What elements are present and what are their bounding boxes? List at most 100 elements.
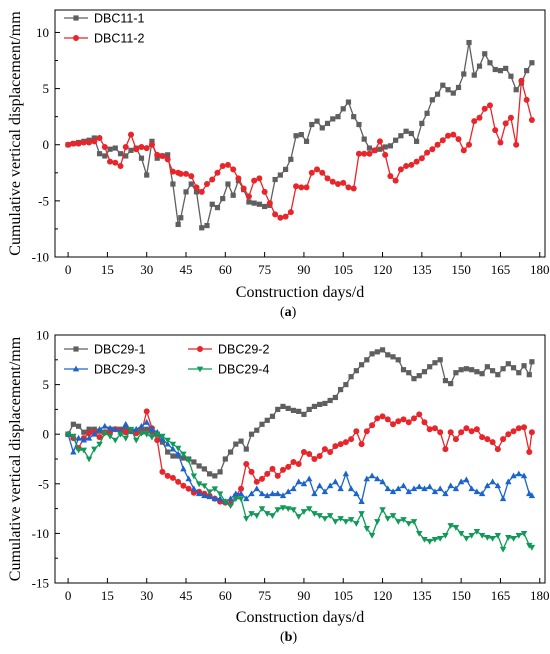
- data-point: [392, 177, 399, 184]
- x-tick-label: 45: [180, 262, 193, 277]
- data-point: [410, 415, 417, 422]
- plot-frame: [54, 9, 546, 258]
- data-point: [206, 471, 213, 477]
- data-point: [222, 456, 228, 462]
- panel-label: (b): [280, 630, 297, 645]
- data-point: [337, 441, 344, 448]
- data-point: [421, 536, 428, 543]
- data-point: [395, 418, 402, 425]
- data-point: [447, 429, 454, 436]
- data-point: [64, 431, 72, 438]
- data-point: [439, 137, 446, 144]
- data-point: [326, 513, 334, 519]
- data-point: [193, 184, 200, 191]
- x-tick-label: 15: [101, 262, 114, 277]
- data-point: [489, 535, 496, 542]
- data-point: [329, 178, 336, 185]
- y-tick-label: -15: [32, 576, 49, 591]
- data-point: [330, 116, 336, 122]
- data-point: [332, 478, 339, 485]
- data-point: [196, 463, 202, 469]
- data-point: [319, 125, 325, 131]
- data-point: [75, 447, 82, 454]
- data-point: [321, 446, 328, 453]
- data-point: [256, 201, 262, 207]
- data-point: [80, 447, 88, 454]
- data-point: [442, 378, 449, 384]
- data-point: [246, 199, 252, 205]
- data-point: [366, 145, 373, 151]
- data-point: [175, 221, 181, 228]
- data-point: [316, 453, 323, 460]
- data-point: [209, 176, 216, 183]
- data-point: [460, 147, 467, 154]
- data-point: [405, 521, 412, 527]
- data-point: [153, 431, 161, 438]
- data-point: [463, 476, 470, 483]
- data-point: [416, 531, 423, 537]
- data-point: [133, 146, 140, 153]
- data-point: [492, 127, 499, 134]
- x-tick-label: 60: [219, 588, 232, 603]
- data-point: [230, 166, 237, 173]
- data-point: [298, 132, 304, 138]
- data-point: [479, 371, 485, 377]
- data-point: [382, 151, 389, 158]
- data-point: [243, 446, 249, 452]
- series-DBC29-4: [64, 426, 536, 553]
- data-point: [191, 459, 197, 465]
- x-tick-label: 75: [258, 262, 271, 277]
- data-point: [343, 382, 349, 388]
- data-point: [290, 507, 297, 513]
- data-point: [524, 68, 530, 74]
- data-point: [214, 205, 221, 211]
- data-point: [122, 435, 129, 442]
- data-point: [165, 152, 171, 158]
- data-point: [112, 145, 118, 151]
- y-tick-label: 10: [36, 328, 49, 343]
- data-point: [264, 511, 271, 517]
- data-point: [199, 225, 205, 231]
- data-point: [478, 532, 486, 539]
- data-point: [358, 362, 365, 368]
- data-point: [279, 466, 286, 473]
- data-point: [253, 485, 260, 492]
- x-tick-label: 75: [258, 588, 271, 603]
- data-point: [305, 506, 313, 512]
- data-point: [338, 386, 344, 393]
- data-point: [324, 175, 331, 182]
- data-point: [350, 185, 357, 192]
- data-point: [174, 445, 182, 452]
- data-point: [494, 482, 502, 489]
- data-point: [418, 155, 425, 162]
- data-point: [280, 403, 286, 410]
- data-point: [463, 425, 470, 432]
- x-tick-label: 135: [412, 588, 432, 603]
- data-point: [214, 169, 221, 176]
- data-point: [437, 429, 444, 436]
- data-point: [154, 155, 160, 161]
- data-point: [96, 425, 103, 432]
- data-point: [429, 146, 436, 153]
- data-point: [400, 416, 407, 423]
- data-point: [353, 490, 360, 497]
- data-point: [96, 134, 103, 141]
- data-point: [374, 349, 380, 355]
- data-point: [243, 460, 250, 467]
- data-point: [275, 406, 281, 412]
- data-point: [211, 486, 219, 493]
- data-point: [385, 352, 391, 358]
- data-point: [369, 422, 376, 429]
- data-point: [379, 347, 386, 353]
- data-point: [112, 425, 119, 432]
- data-point: [193, 189, 200, 195]
- series-DBC11-2: [65, 77, 535, 221]
- data-point: [468, 532, 475, 539]
- data-point: [421, 419, 428, 426]
- data-point: [266, 200, 273, 207]
- data-point: [217, 469, 223, 475]
- data-point: [170, 453, 176, 459]
- data-point: [169, 168, 176, 175]
- data-point: [369, 351, 375, 357]
- data-point: [507, 114, 514, 121]
